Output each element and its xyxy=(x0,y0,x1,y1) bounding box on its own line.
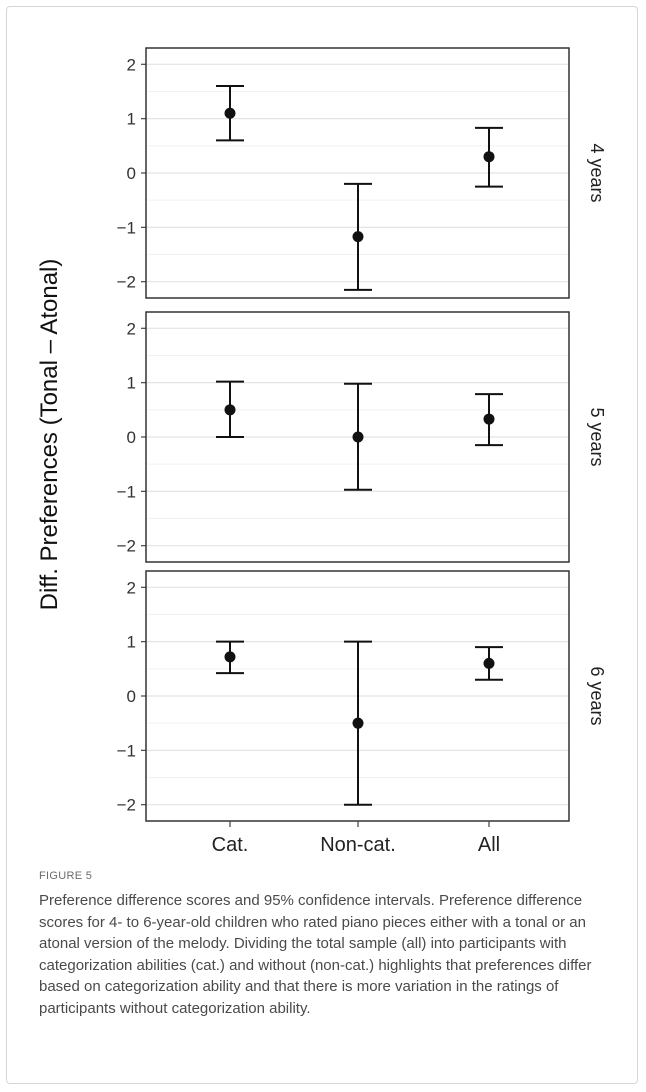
x-tick-label: All xyxy=(478,834,500,856)
y-tick-label: −1 xyxy=(117,741,136,760)
mean-point xyxy=(483,151,495,163)
y-tick-label: 1 xyxy=(127,110,136,129)
y-tick-label: 0 xyxy=(127,428,136,447)
y-tick-label: −2 xyxy=(117,537,136,556)
mean-point xyxy=(352,231,364,243)
panel-border xyxy=(145,311,570,563)
y-tick-label: 2 xyxy=(127,578,136,597)
mean-point xyxy=(224,651,236,663)
x-tick-label: Non-cat. xyxy=(320,834,396,856)
y-tick-label: −1 xyxy=(117,482,136,501)
mean-point xyxy=(352,717,364,729)
facet-label: 6 years xyxy=(587,666,607,725)
facet-label: 5 years xyxy=(587,407,607,466)
x-tick-label: Cat. xyxy=(212,834,249,856)
mean-point xyxy=(352,431,364,443)
error-bar-chart: −2 −1 0 1 2 4 years −2 −1 0 1 2 5 years −2 −1 0 1 2 6 yea… xyxy=(36,47,607,856)
figure-caption: Preference difference scores and 95% con… xyxy=(39,892,592,1017)
y-tick-label: 2 xyxy=(127,55,136,74)
mean-point xyxy=(224,404,236,416)
facet-label: 4 years xyxy=(587,143,607,202)
y-tick-label: 1 xyxy=(127,633,136,652)
mean-point xyxy=(483,413,495,425)
y-tick-label: 0 xyxy=(127,687,136,706)
panel-border xyxy=(145,47,570,299)
y-axis-label: Diff. Preferences (Tonal – Atonal) xyxy=(36,259,63,611)
y-tick-label: −1 xyxy=(117,218,136,237)
mean-point xyxy=(483,657,495,669)
y-tick-label: 2 xyxy=(127,319,136,338)
figure-label: FIGURE 5 xyxy=(39,870,93,882)
y-tick-label: −2 xyxy=(117,796,136,815)
mean-point xyxy=(224,107,236,119)
y-tick-label: 1 xyxy=(127,374,136,393)
y-tick-label: 0 xyxy=(127,164,136,183)
y-tick-label: −2 xyxy=(117,273,136,292)
